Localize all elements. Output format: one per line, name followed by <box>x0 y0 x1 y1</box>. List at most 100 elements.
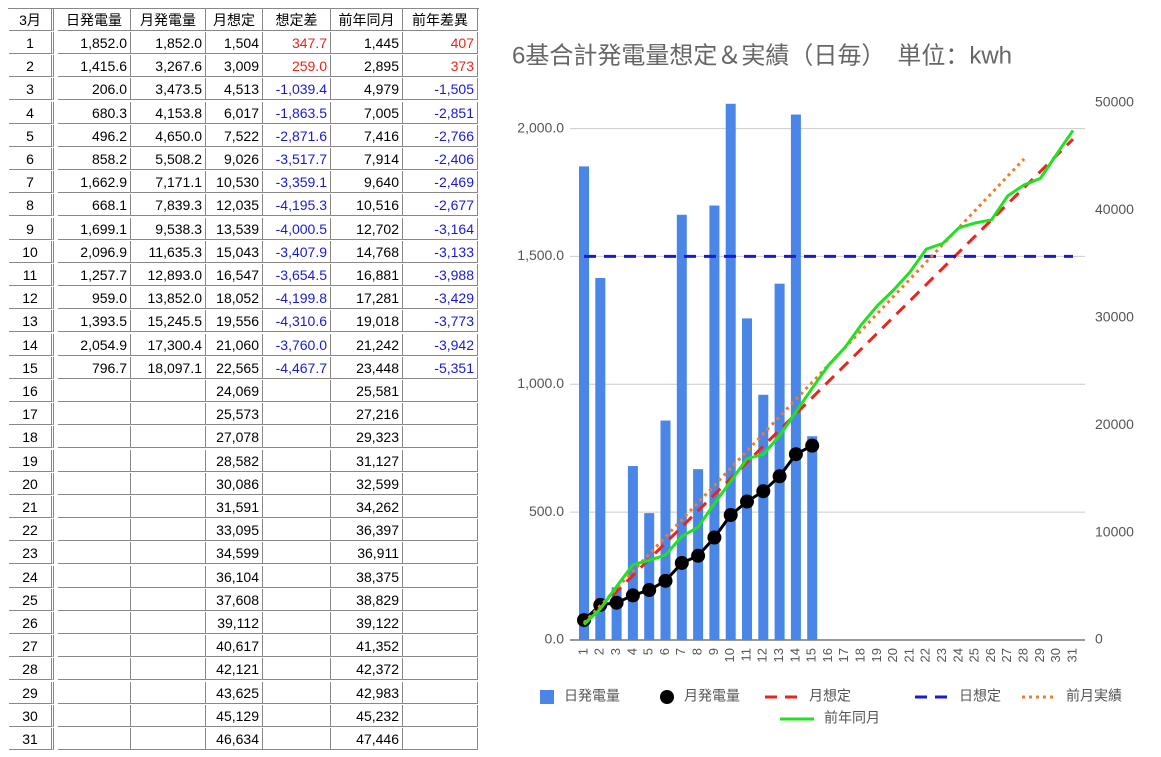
cell: 4,650.0 <box>131 124 206 147</box>
cell: 1,415.6 <box>58 55 131 78</box>
cell: 22,565 <box>206 356 263 379</box>
cell: 42,983 <box>331 681 403 704</box>
cell: 25,581 <box>331 380 403 402</box>
cell <box>403 658 478 681</box>
legend-label: 月想定 <box>809 688 851 704</box>
cell: 9,538.3 <box>131 217 206 240</box>
cell: -2,469 <box>403 171 478 194</box>
x-tick-label: 11 <box>738 648 753 662</box>
cell: 1,662.9 <box>58 171 131 194</box>
x-tick-label: 26 <box>983 648 998 662</box>
cell: 28,582 <box>206 449 263 472</box>
cell <box>263 496 331 518</box>
cell: 21,060 <box>206 333 263 356</box>
x-tick-label: 1 <box>575 648 590 655</box>
cell <box>263 542 331 565</box>
cell <box>58 449 131 472</box>
cell: 24 <box>9 565 54 588</box>
cell: 16 <box>9 380 54 402</box>
header-cell: 月発電量 <box>131 9 206 31</box>
cell <box>131 496 206 518</box>
cell: 27,216 <box>331 403 403 426</box>
cell <box>403 681 478 704</box>
cell <box>131 403 206 426</box>
cell <box>58 426 131 449</box>
cell <box>58 472 131 495</box>
cell: 21,242 <box>331 333 403 356</box>
chart-title: 6基合計発電量想定＆実績（日毎） 単位：kwh <box>512 42 1012 69</box>
cell: 496.2 <box>58 124 131 147</box>
cell: -3,760.0 <box>263 333 331 356</box>
cell: -4,000.5 <box>263 217 331 240</box>
cell: 1,852.0 <box>58 32 131 54</box>
cell <box>403 612 478 634</box>
cell <box>403 380 478 402</box>
bar <box>595 278 606 640</box>
x-tick-label: 19 <box>869 648 884 662</box>
cell <box>403 542 478 565</box>
cell <box>58 565 131 588</box>
marker <box>805 438 820 453</box>
cell: -3,407.9 <box>263 240 331 263</box>
x-tick-label: 30 <box>1048 648 1063 662</box>
cell: 7,005 <box>331 101 403 124</box>
cell: 34,262 <box>331 496 403 518</box>
cell: 41,352 <box>331 635 403 658</box>
legend-label: 日想定 <box>959 688 1001 704</box>
cell: -1,039.4 <box>263 78 331 101</box>
x-tick-label: 10 <box>722 648 737 662</box>
cell: 23,448 <box>331 356 403 379</box>
cell: 29,323 <box>331 426 403 449</box>
bar <box>627 466 638 640</box>
x-tick-label: 31 <box>1064 648 1079 662</box>
cell: -2,851 <box>403 101 478 124</box>
x-tick-label: 20 <box>885 648 900 662</box>
x-tick-label: 21 <box>901 648 916 662</box>
cell: 8 <box>9 194 54 217</box>
cell: 39,122 <box>331 612 403 634</box>
cell: 25,573 <box>206 403 263 426</box>
cell: 10,516 <box>331 194 403 217</box>
cell <box>58 403 131 426</box>
cell: 407 <box>403 32 478 54</box>
x-tick-label: 4 <box>624 648 639 655</box>
cell <box>58 658 131 681</box>
y-tick-label: 1,500.0 <box>517 247 564 263</box>
cell <box>131 565 206 588</box>
x-tick-label: 13 <box>771 648 786 662</box>
cell <box>403 635 478 658</box>
cell: 24,069 <box>206 380 263 402</box>
cell: -4,199.8 <box>263 287 331 310</box>
cell: 18,097.1 <box>131 356 206 379</box>
cell: 7,839.3 <box>131 194 206 217</box>
cell <box>403 704 478 727</box>
cell: 27 <box>9 635 54 658</box>
cell <box>263 635 331 658</box>
cell: 11,635.3 <box>131 240 206 263</box>
cell: 3,009 <box>206 55 263 78</box>
cell: 12,702 <box>331 217 403 240</box>
cell: 4 <box>9 101 54 124</box>
cell: 23 <box>9 542 54 565</box>
cell: 7,522 <box>206 124 263 147</box>
marker <box>756 484 771 499</box>
cell <box>58 681 131 704</box>
cell <box>131 588 206 611</box>
cell: -3,359.1 <box>263 171 331 194</box>
cell <box>131 542 206 565</box>
cell: 259.0 <box>263 55 331 78</box>
cell: 10 <box>9 240 54 263</box>
cell: 29 <box>9 681 54 704</box>
cell <box>131 449 206 472</box>
cell: -1,863.5 <box>263 101 331 124</box>
x-tick-label: 28 <box>1016 648 1031 662</box>
cell: 17,281 <box>331 287 403 310</box>
cell <box>58 542 131 565</box>
bar <box>758 394 769 640</box>
cell <box>131 704 206 727</box>
cell: 6 <box>9 148 54 170</box>
cell: 1 <box>9 32 54 54</box>
cell: 34,599 <box>206 542 263 565</box>
y2-tick-label: 10000 <box>1095 523 1134 539</box>
y-tick-label: 2,000.0 <box>517 119 564 135</box>
